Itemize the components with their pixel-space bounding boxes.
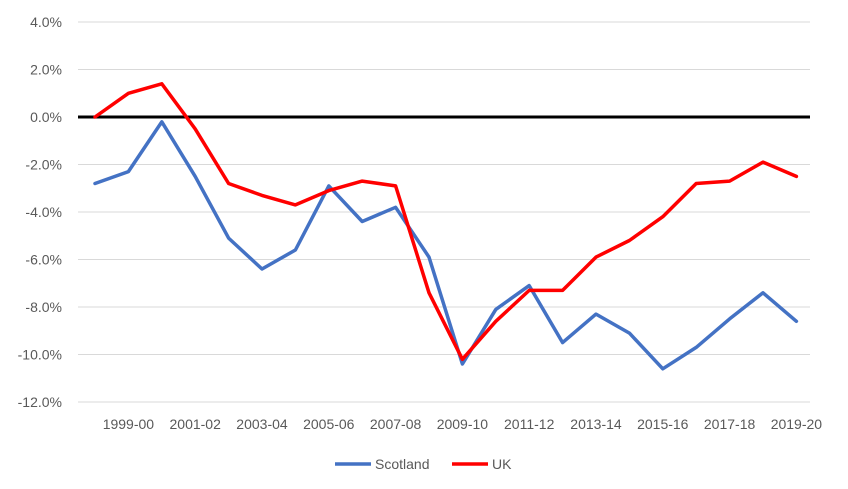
y-tick-label: -12.0% — [18, 394, 62, 410]
series-line-uk — [93, 82, 799, 362]
series-lines — [93, 82, 799, 371]
y-tick-label: -6.0% — [25, 252, 62, 268]
legend: Scotland UK — [335, 456, 512, 472]
y-tick-label: -2.0% — [25, 157, 62, 173]
x-tick-label: 2001-02 — [170, 416, 222, 432]
y-tick-label: -10.0% — [18, 347, 62, 363]
legend-label-scotland: Scotland — [375, 456, 429, 472]
x-tick-label: 2011-12 — [504, 416, 555, 432]
x-tick-label: 2017-18 — [704, 416, 756, 432]
x-axis-tick-labels: 1999-00 2001-02 2003-04 2005-06 2007-08 2009-… — [103, 416, 823, 432]
x-tick-label: 2013-14 — [570, 416, 622, 432]
series-line-scotland — [93, 120, 799, 371]
x-tick-label: 2009-10 — [437, 416, 489, 432]
y-tick-label: 2.0% — [30, 62, 62, 78]
y-tick-label: -8.0% — [25, 299, 62, 315]
legend-label-uk: UK — [492, 456, 512, 472]
y-tick-label: 4.0% — [30, 14, 62, 30]
x-tick-label: 2007-08 — [370, 416, 422, 432]
x-tick-label: 2003-04 — [236, 416, 288, 432]
x-tick-label: 2015-16 — [637, 416, 689, 432]
y-tick-label: 0.0% — [30, 109, 62, 125]
x-tick-label: 2005-06 — [303, 416, 355, 432]
y-tick-label: -4.0% — [25, 204, 62, 220]
x-tick-label: 2019-20 — [771, 416, 823, 432]
y-axis-tick-labels: 4.0% 2.0% 0.0% -2.0% -4.0% -6.0% -8.0% -10.0% -1… — [18, 14, 62, 410]
x-tick-label: 1999-00 — [103, 416, 155, 432]
